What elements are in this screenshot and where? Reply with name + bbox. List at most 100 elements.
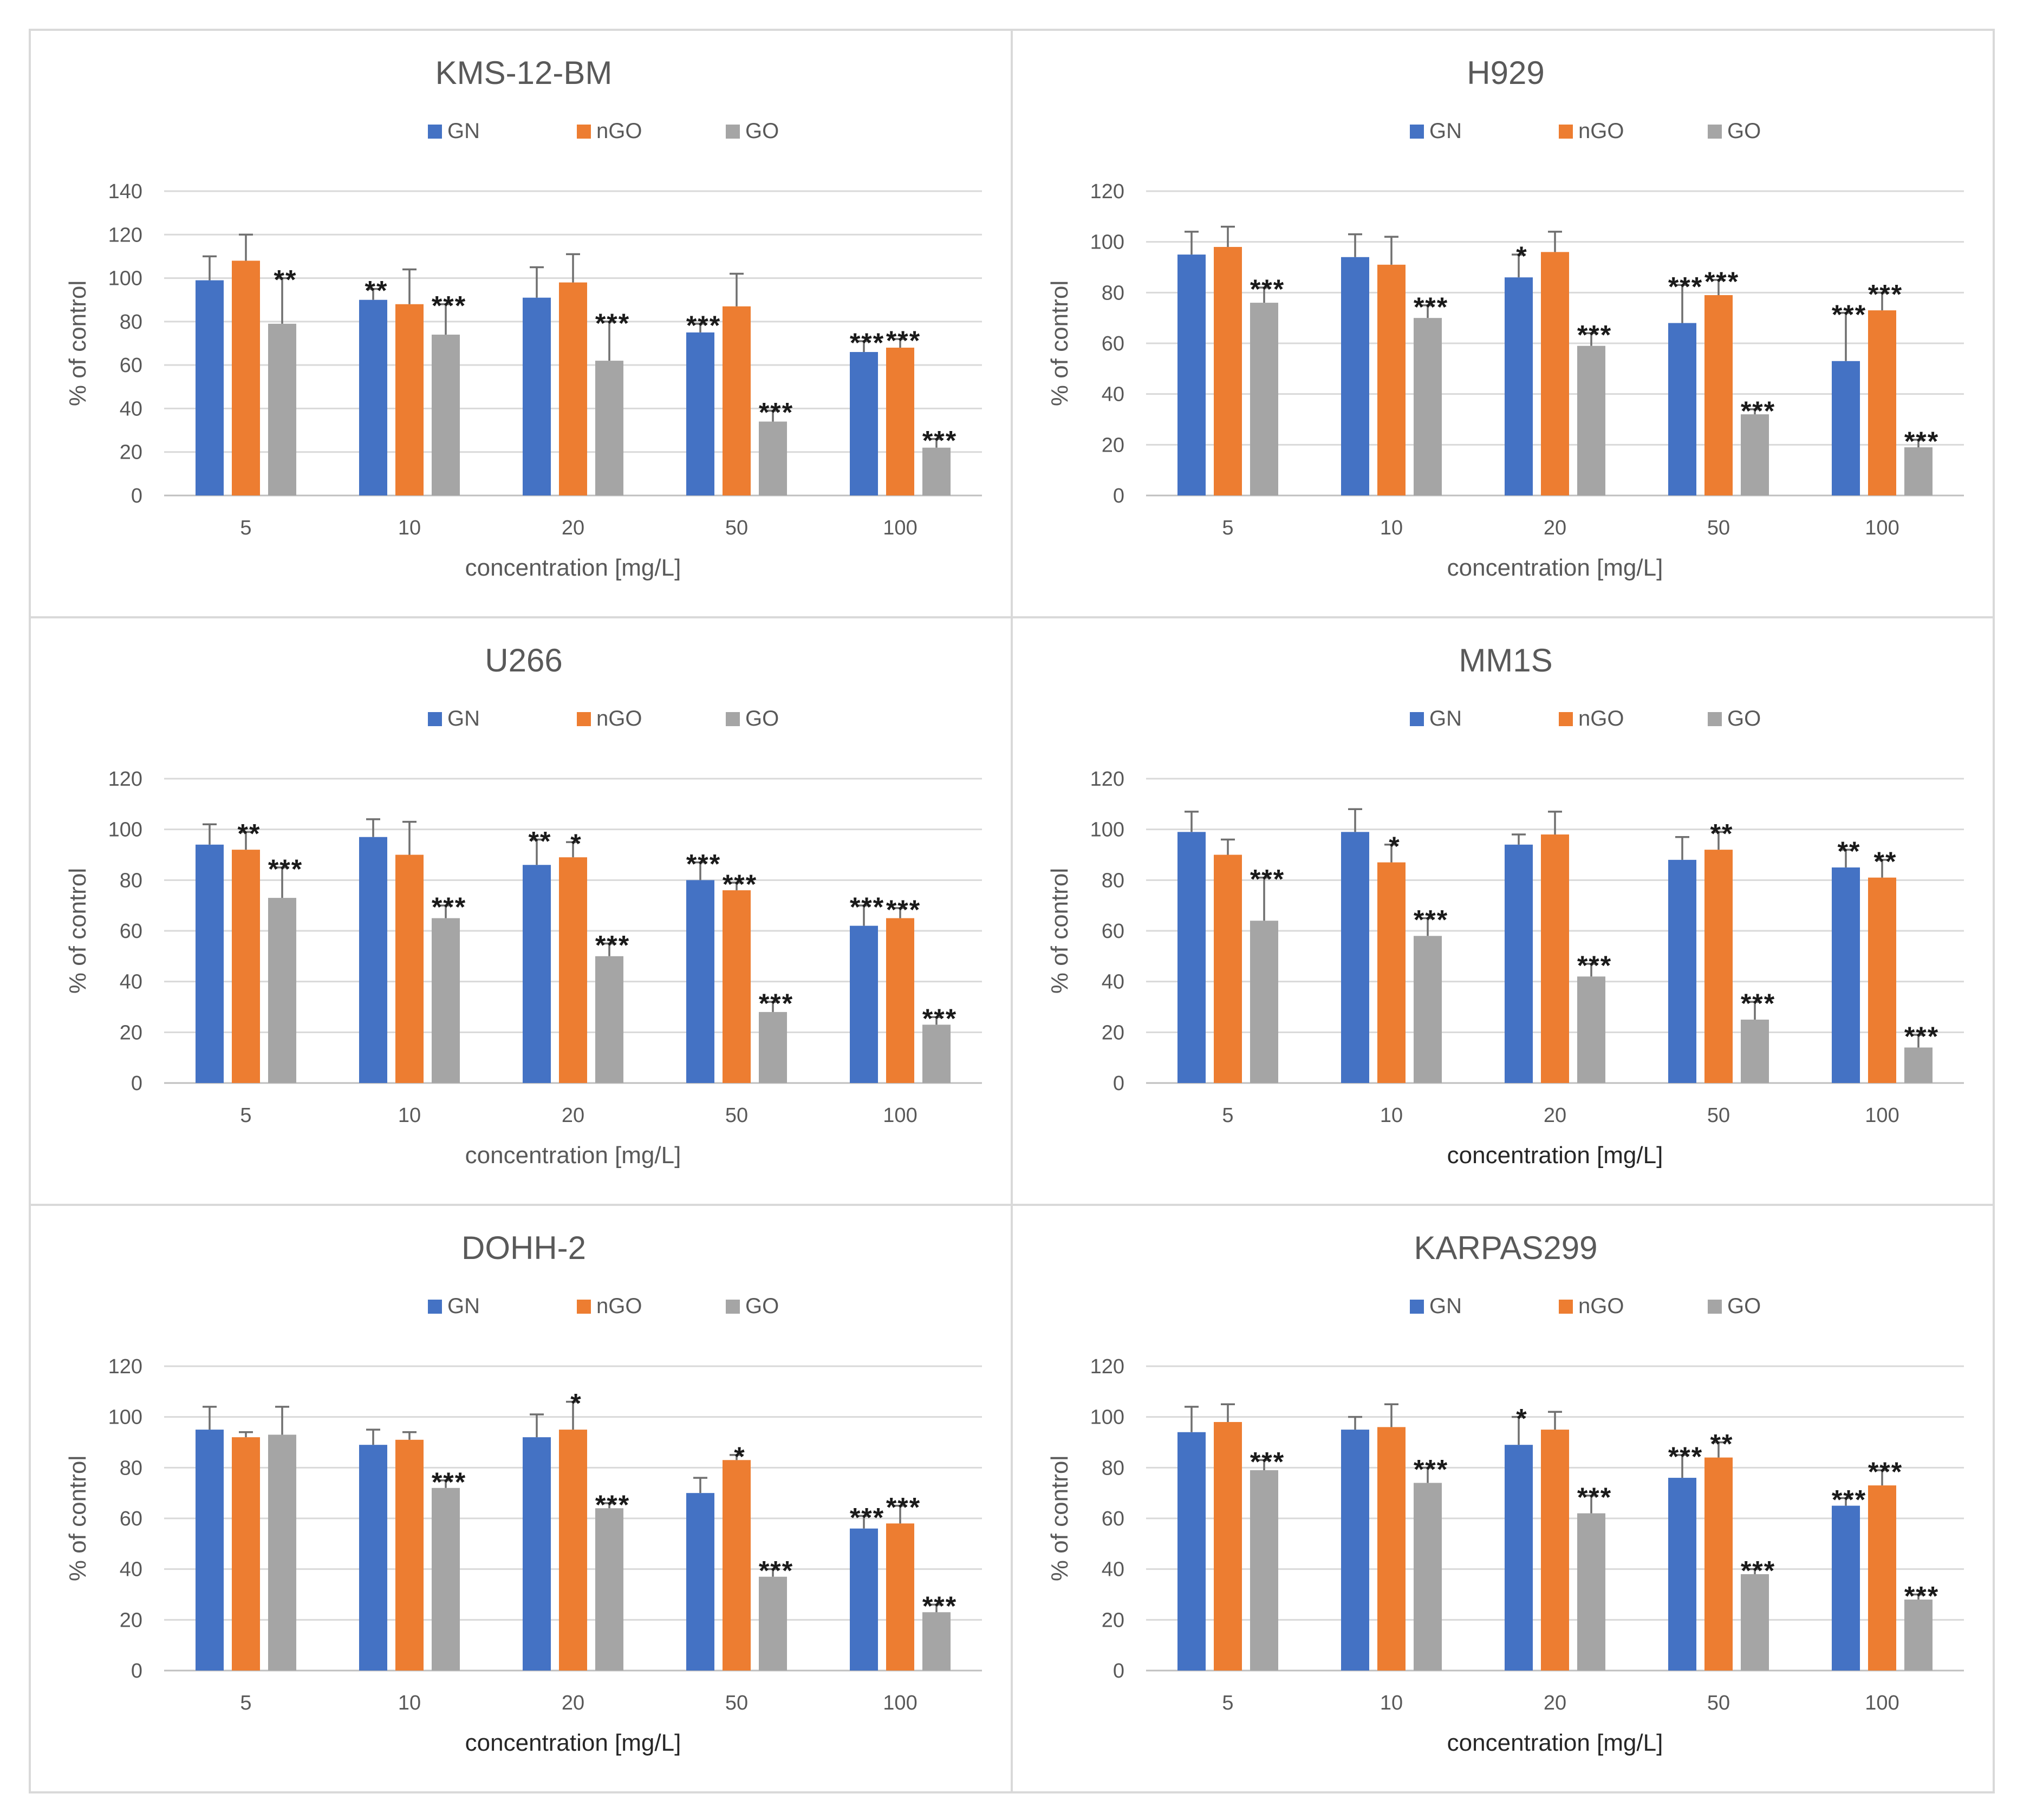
y-tick-label: 0 xyxy=(131,1660,142,1682)
bar-gn-100 xyxy=(850,925,878,1083)
x-tick-label: 20 xyxy=(1544,1104,1566,1127)
bar-gn-50 xyxy=(1668,323,1696,495)
bar-gn-5 xyxy=(196,280,224,495)
legend-swatch-gn xyxy=(428,712,442,726)
bar-gn-20 xyxy=(523,865,551,1083)
legend-swatch-ngo xyxy=(577,125,591,139)
bar-go-100 xyxy=(922,447,951,495)
significance-label: ** xyxy=(1710,818,1734,849)
bar-go-5 xyxy=(1250,1470,1278,1671)
significance-label: *** xyxy=(1832,299,1866,330)
y-tick-label: 80 xyxy=(1102,282,1124,304)
y-tick-label: 120 xyxy=(1090,1355,1124,1378)
significance-label: *** xyxy=(1577,950,1612,981)
significance-label: *** xyxy=(1904,1021,1939,1052)
bar-go-5 xyxy=(268,323,296,495)
legend-label-gn: GN xyxy=(447,707,480,730)
x-tick-label: 20 xyxy=(562,1692,584,1714)
bar-gn-50 xyxy=(1668,859,1696,1083)
legend-label-go: GO xyxy=(1727,1294,1761,1318)
bar-ngo-5 xyxy=(232,260,260,495)
significance-label: *** xyxy=(432,291,466,321)
y-tick-label: 60 xyxy=(120,1508,142,1530)
bar-ngo-20 xyxy=(1541,834,1569,1083)
significance-label: * xyxy=(1389,831,1400,862)
legend-swatch-go xyxy=(726,1300,740,1314)
y-tick-label: 60 xyxy=(1102,1508,1124,1530)
bar-ngo-10 xyxy=(1377,1427,1406,1671)
bar-gn-50 xyxy=(686,332,714,495)
bar-go-20 xyxy=(1577,1513,1605,1671)
bar-ngo-20 xyxy=(1541,1430,1569,1671)
bar-ngo-50 xyxy=(1704,1457,1733,1671)
y-tick-label: 40 xyxy=(1102,383,1124,406)
y-axis-title: % of control xyxy=(64,1456,91,1581)
y-tick-label: 120 xyxy=(1090,768,1124,791)
x-tick-label: 10 xyxy=(398,1692,421,1714)
legend-label-go: GO xyxy=(745,119,779,143)
y-tick-label: 80 xyxy=(1102,1457,1124,1479)
significance-label: *** xyxy=(723,869,757,899)
chart-title: MM1S xyxy=(1459,642,1552,679)
significance-label: *** xyxy=(432,892,466,922)
significance-label: *** xyxy=(759,988,793,1019)
significance-label: * xyxy=(1516,1404,1527,1434)
chart-title: H929 xyxy=(1467,55,1544,91)
y-tick-label: 60 xyxy=(1102,332,1124,355)
bar-go-50 xyxy=(759,421,787,495)
legend-swatch-ngo xyxy=(1559,712,1573,726)
significance-label: ** xyxy=(1710,1429,1734,1459)
legend-swatch-go xyxy=(1708,1300,1722,1314)
x-tick-label: 5 xyxy=(1222,517,1233,539)
legend-swatch-go xyxy=(726,712,740,726)
legend-label-ngo: nGO xyxy=(1578,707,1624,730)
y-tick-label: 40 xyxy=(120,971,142,994)
panel-border xyxy=(1011,1204,1995,1793)
legend-swatch-ngo xyxy=(577,712,591,726)
y-tick-label: 80 xyxy=(120,311,142,334)
bar-ngo-100 xyxy=(886,348,914,495)
significance-label: *** xyxy=(922,1003,957,1034)
bar-go-20 xyxy=(1577,345,1605,495)
bar-ngo-20 xyxy=(559,282,587,495)
significance-label: *** xyxy=(1704,266,1739,297)
y-tick-label: 120 xyxy=(108,768,142,791)
bar-go-20 xyxy=(595,956,623,1083)
bar-ngo-10 xyxy=(1377,862,1406,1083)
significance-label: *** xyxy=(1741,396,1775,426)
y-tick-label: 20 xyxy=(120,1609,142,1632)
x-axis-title: concentration [mg/L] xyxy=(1447,1730,1663,1756)
x-axis-title: concentration [mg/L] xyxy=(1447,1142,1663,1169)
legend-swatch-go xyxy=(1708,125,1722,139)
bar-go-10 xyxy=(432,334,460,495)
y-tick-label: 100 xyxy=(108,268,142,290)
x-tick-label: 10 xyxy=(1380,517,1403,539)
significance-label: ** xyxy=(365,276,388,306)
chart-title: U266 xyxy=(485,642,562,679)
panel-border xyxy=(1011,29,1995,618)
bar-gn-5 xyxy=(1177,255,1206,495)
bar-ngo-50 xyxy=(1704,850,1733,1083)
significance-label: *** xyxy=(1250,1446,1285,1477)
legend-swatch-gn xyxy=(1410,125,1424,139)
bar-gn-10 xyxy=(1341,257,1369,495)
significance-label: *** xyxy=(850,892,884,922)
x-tick-label: 20 xyxy=(562,1104,584,1127)
legend-label-ngo: nGO xyxy=(1578,119,1624,143)
x-tick-label: 10 xyxy=(398,517,421,539)
bar-go-100 xyxy=(922,1612,951,1671)
significance-label: *** xyxy=(1832,1485,1866,1515)
y-tick-label: 120 xyxy=(1090,180,1124,203)
significance-label: *** xyxy=(1741,988,1775,1019)
bar-ngo-100 xyxy=(1868,877,1896,1083)
y-tick-label: 20 xyxy=(1102,1609,1124,1632)
chart-panel-1: KMS-12-BM GN nGO GO 0 20 40 60 80 100 120 140 5 ** 10 *… xyxy=(29,29,1013,618)
panel-border xyxy=(1011,616,1995,1206)
bar-ngo-100 xyxy=(886,918,914,1083)
significance-label: *** xyxy=(1868,279,1903,309)
bar-go-20 xyxy=(595,1508,623,1671)
y-tick-label: 20 xyxy=(1102,1021,1124,1044)
bar-gn-10 xyxy=(1341,832,1369,1083)
x-tick-label: 5 xyxy=(240,1692,251,1714)
